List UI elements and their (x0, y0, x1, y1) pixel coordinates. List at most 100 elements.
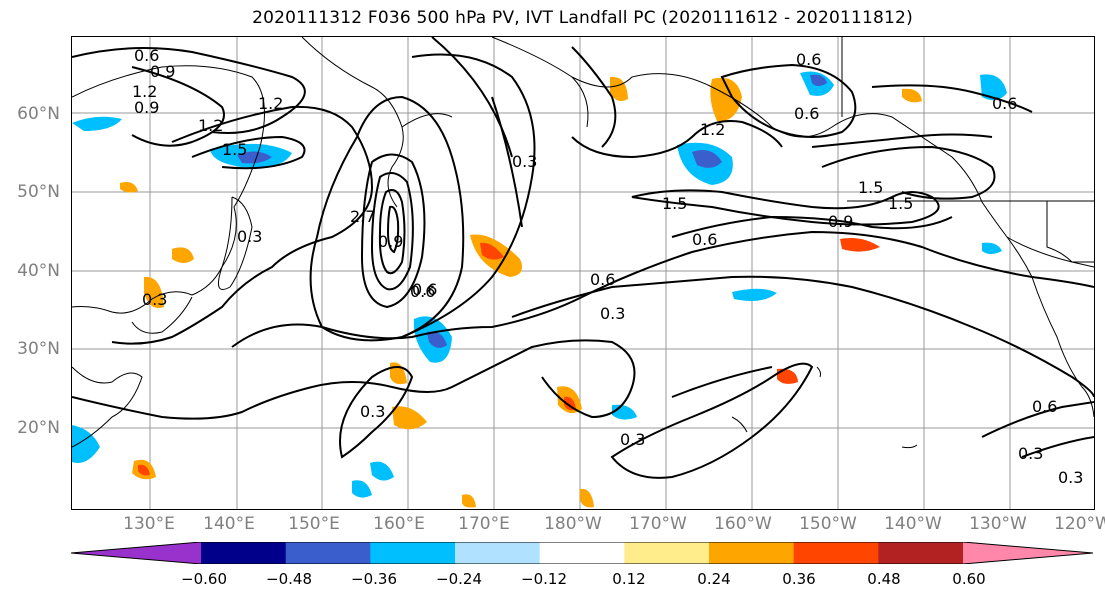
lon-label-130w: 130°W (969, 514, 1027, 534)
shade-neg-3b (692, 149, 722, 168)
shade-neg-6b (427, 331, 447, 348)
shade-pos-1b (480, 242, 504, 260)
map-title: 2020111312 F036 500 hPa PV, IVT Landfall… (252, 8, 913, 28)
contour-label: 0.3 (600, 304, 625, 323)
shade-neg-4b (810, 74, 827, 86)
shade-pos-8 (172, 247, 194, 263)
pv-contours (72, 37, 1094, 479)
colorbar-extend-low (71, 542, 201, 564)
lat-label-30n: 30°N (17, 339, 60, 359)
contour-label: 0.6 (412, 280, 437, 299)
shade-pos-7 (144, 276, 164, 309)
lon-label-160e: 160°E (373, 514, 425, 534)
lon-label-170e: 170°E (458, 514, 510, 534)
colorbar-segment (624, 542, 710, 564)
shade-neg-1 (72, 116, 122, 131)
contour-labels: 0.6 0.9 1.2 1.2 0.9 1.5 1.2 0.3 0.3 0.6 … (132, 46, 1083, 487)
colorbar-tick: −0.24 (436, 570, 482, 588)
colorbar-tick: −0.12 (521, 570, 567, 588)
shade-neg-10 (72, 425, 100, 463)
lon-label-150w: 150°W (799, 514, 857, 534)
contour-label: 0.3 (237, 227, 262, 246)
contour-label: 0.6 (1032, 397, 1057, 416)
lon-label-140e: 140°E (203, 514, 255, 534)
coastlines (72, 37, 1094, 449)
colorbar-extend-high (963, 542, 1093, 564)
contour-label: 1.5 (858, 178, 883, 197)
contour-label: 0.3 (512, 152, 537, 171)
colorbar-segment (709, 542, 795, 564)
contour-label: 0.9 (378, 232, 403, 251)
contour-label: 0.6 (794, 104, 819, 123)
colorbar-tick: 0.24 (697, 570, 731, 588)
colorbar-tick: −0.60 (181, 570, 227, 588)
contour-label: 0.9 (134, 98, 159, 117)
colorbar-segment (793, 542, 879, 564)
contour-label: 1.5 (888, 194, 913, 213)
shade-pos-14 (580, 488, 594, 508)
contour-label: 2.7 (350, 207, 375, 226)
contour-label: 1.2 (198, 116, 223, 135)
lon-label-150e: 150°E (288, 514, 340, 534)
shade-neg-7 (732, 288, 777, 301)
contour-label: 0.6 (796, 50, 821, 69)
lon-label-140w: 140°W (884, 514, 942, 534)
shade-pos-15 (462, 494, 476, 508)
colorbar-tick: −0.36 (351, 570, 397, 588)
lon-label-130e: 130°E (123, 514, 175, 534)
shade-neg-12 (352, 480, 372, 498)
contour-label: 1.5 (222, 140, 247, 159)
contour-label: 0.3 (620, 430, 645, 449)
shade-neg-9 (612, 404, 637, 420)
map-panel: 0.6 0.9 1.2 1.2 0.9 1.5 1.2 0.3 0.3 0.6 … (71, 36, 1095, 510)
colorbar-segment (878, 542, 964, 564)
contour-label: 0.3 (360, 402, 385, 421)
contour-label: 1.2 (258, 94, 283, 113)
colorbar-tick: 0.12 (612, 570, 646, 588)
lat-label-60n: 60°N (17, 104, 60, 124)
shade-neg-2b (237, 151, 272, 164)
colorbar-segment (455, 542, 541, 564)
colorbar-segment (370, 542, 456, 564)
contour-label: 0.3 (1058, 468, 1083, 487)
colorbar-tick: 0.48 (867, 570, 901, 588)
colorbar (71, 542, 1093, 564)
graticule (72, 37, 1094, 509)
ivt-shading (72, 71, 1007, 508)
shade-pos-3 (840, 238, 880, 252)
contour-label: 0.3 (1018, 444, 1043, 463)
contour-label: 1.2 (132, 82, 157, 101)
shade-pos-11 (902, 88, 922, 103)
lat-label-50n: 50°N (17, 182, 60, 202)
lat-label-40n: 40°N (17, 261, 60, 281)
colorbar-tick: 0.60 (952, 570, 986, 588)
contour-label: 0.6 (692, 230, 717, 249)
lon-label-160w: 160°W (714, 514, 772, 534)
lat-label-20n: 20°N (17, 418, 60, 438)
contour-label: 0.6 (134, 46, 159, 65)
lon-label-170w: 170°W (629, 514, 687, 534)
map-canvas: 0.6 0.9 1.2 1.2 0.9 1.5 1.2 0.3 0.3 0.6 … (72, 37, 1094, 509)
contour-label: 0.6 (410, 282, 435, 301)
contour-label: 0.9 (150, 62, 175, 81)
shade-pos-13 (120, 182, 138, 193)
contour-label: 0.9 (828, 212, 853, 231)
colorbar-tick: 0.36 (782, 570, 816, 588)
contour-label: 0.6 (992, 94, 1017, 113)
lon-label-120w: 120°W (1054, 514, 1105, 534)
contour-label: 1.2 (700, 120, 725, 139)
shade-pos-9 (777, 368, 798, 384)
shade-pos-5 (392, 406, 427, 430)
contour-label: 0.3 (142, 290, 167, 309)
lon-label-180w: 180°W (544, 514, 602, 534)
shade-neg-11 (982, 242, 1002, 254)
shade-neg-5 (980, 74, 1007, 101)
shade-pos-2 (710, 77, 742, 122)
contour-label: 0.6 (590, 270, 615, 289)
shade-neg-8 (370, 461, 394, 481)
colorbar-segment (539, 542, 625, 564)
colorbar-segment (285, 542, 371, 564)
shade-pos-6b (138, 464, 150, 476)
colorbar-tick: −0.48 (266, 570, 312, 588)
shade-pos-12 (390, 362, 407, 385)
